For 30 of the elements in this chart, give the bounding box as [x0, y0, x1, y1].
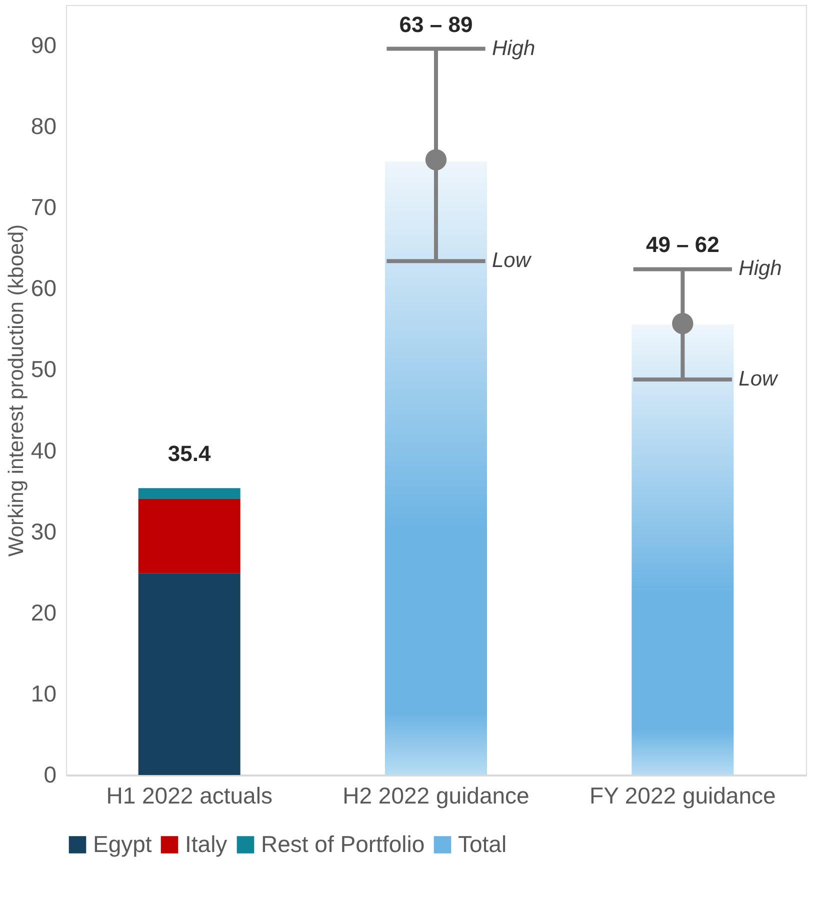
bar: [632, 324, 734, 775]
y-tick-label: 20: [30, 599, 56, 626]
annotation: 49 – 62: [646, 232, 720, 258]
x-tick-label: H2 2022 guidance: [342, 782, 530, 808]
y-tick-label: 90: [30, 32, 56, 58]
bar: [385, 161, 487, 775]
y-tick-label: 80: [30, 113, 56, 140]
legend-label: Egypt: [93, 830, 152, 857]
annotation: High: [738, 257, 782, 280]
x-tick-label: FY 2022 guidance: [590, 782, 776, 808]
x-tick-label: H1 2022 actuals: [106, 782, 272, 808]
annotation: Low: [738, 367, 780, 390]
y-tick-label: 50: [30, 356, 56, 382]
legend-label: Total: [458, 830, 507, 857]
y-tick-label: 40: [30, 437, 56, 464]
legend-label: Rest of Portfolio: [261, 830, 425, 857]
y-tick-label: 30: [30, 518, 56, 544]
legend-label: Italy: [185, 830, 228, 857]
y-tick-label: 0: [44, 762, 56, 788]
y-tick-label: 60: [30, 275, 56, 302]
total-label: 35.4: [168, 441, 212, 466]
y-tick-label: 10: [30, 680, 56, 706]
annotation: High: [492, 36, 536, 60]
bar: [138, 498, 240, 574]
y-axis-title: Working interest production (kboed): [4, 224, 28, 557]
annotation: 63 – 89: [399, 12, 473, 37]
bar: [138, 488, 240, 499]
y-tick-label: 70: [30, 194, 56, 220]
bar: [138, 573, 240, 775]
annotation: Low: [492, 249, 532, 272]
